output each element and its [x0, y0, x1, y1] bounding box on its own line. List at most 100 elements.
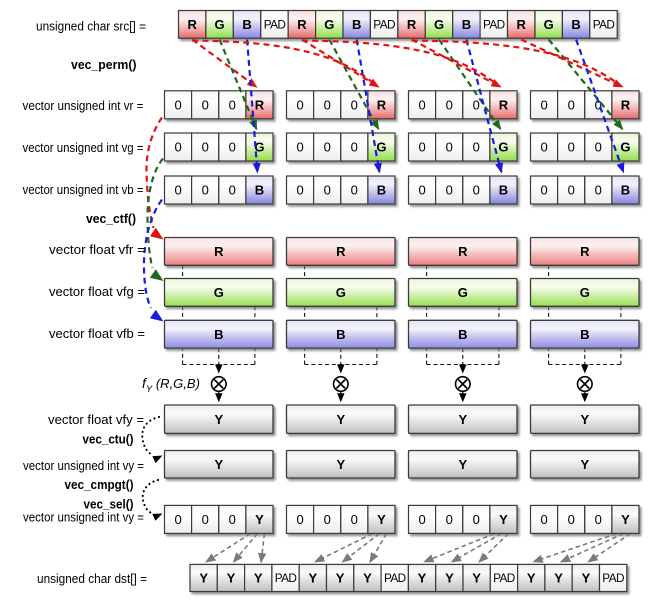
svg-text:0: 0 [324, 512, 331, 527]
svg-text:Y: Y [377, 512, 386, 527]
svg-text:PAD: PAD [373, 18, 395, 32]
svg-text:Y: Y [336, 571, 345, 586]
svg-text:Y: Y [227, 571, 236, 586]
svg-text:Y: Y [418, 571, 427, 586]
svg-text:vector float vfr =: vector float vfr = [49, 242, 145, 257]
svg-text:Y: Y [336, 457, 345, 472]
svg-text:G: G [324, 17, 334, 32]
svg-text:0: 0 [296, 512, 303, 527]
svg-text:Y: Y [199, 571, 208, 586]
svg-text:Y: Y [621, 512, 630, 527]
svg-text:G: G [434, 17, 444, 32]
svg-text:B: B [377, 183, 386, 198]
svg-text:0: 0 [473, 140, 480, 155]
svg-text:vector unsigned int vr =: vector unsigned int vr = [23, 98, 144, 113]
svg-text:PAD: PAD [264, 18, 286, 32]
svg-text:G: G [376, 140, 386, 155]
svg-text:B: B [255, 183, 264, 198]
svg-text:B: B [621, 183, 630, 198]
svg-text:R: R [377, 98, 387, 113]
svg-text:0: 0 [229, 512, 236, 527]
svg-text:vec_cmpgt(): vec_cmpgt() [65, 477, 134, 492]
svg-text:vec_ctf(): vec_ctf() [86, 211, 136, 226]
svg-text:G: G [215, 17, 225, 32]
svg-text:0: 0 [568, 183, 575, 198]
svg-text:0: 0 [174, 512, 181, 527]
svg-text:B: B [214, 327, 223, 342]
svg-text:0: 0 [202, 183, 209, 198]
svg-text:0: 0 [595, 97, 602, 112]
svg-text:0: 0 [568, 140, 575, 155]
svg-text:0: 0 [418, 140, 425, 155]
svg-text:0: 0 [595, 183, 602, 198]
svg-text:vector float vfb =: vector float vfb = [49, 326, 145, 341]
svg-text:0: 0 [473, 512, 480, 527]
svg-text:vector unsigned int vy =: vector unsigned int vy = [23, 458, 144, 473]
svg-text:0: 0 [473, 97, 480, 112]
svg-text:0: 0 [351, 512, 358, 527]
svg-text:G: G [544, 17, 554, 32]
svg-text:Y: Y [458, 457, 467, 472]
svg-text:R: R [188, 17, 198, 32]
svg-text:B: B [571, 17, 580, 32]
svg-text:0: 0 [418, 512, 425, 527]
svg-text:0: 0 [174, 140, 181, 155]
svg-text:R: R [214, 244, 224, 259]
svg-text:0: 0 [540, 183, 547, 198]
svg-text:0: 0 [568, 97, 575, 112]
svg-text:0: 0 [568, 512, 575, 527]
svg-text:0: 0 [446, 140, 453, 155]
svg-text:0: 0 [351, 97, 358, 112]
svg-text:0: 0 [202, 140, 209, 155]
svg-text:Y: Y [214, 457, 223, 472]
svg-text:0: 0 [351, 140, 358, 155]
svg-text:Y: Y [580, 412, 589, 427]
svg-text:fY (R,G,B): fY (R,G,B) [142, 375, 200, 395]
svg-text:0: 0 [540, 512, 547, 527]
svg-text:PAD: PAD [275, 571, 297, 585]
svg-text:R: R [255, 98, 265, 113]
svg-text:Y: Y [363, 571, 372, 586]
svg-text:0: 0 [229, 97, 236, 112]
svg-text:Y: Y [458, 412, 467, 427]
svg-text:Y: Y [445, 571, 454, 586]
svg-text:B: B [242, 17, 251, 32]
svg-text:PAD: PAD [384, 571, 406, 585]
svg-text:R: R [458, 244, 468, 259]
svg-text:0: 0 [324, 140, 331, 155]
svg-text:G: G [458, 285, 468, 300]
svg-text:0: 0 [174, 97, 181, 112]
svg-text:0: 0 [540, 140, 547, 155]
svg-text:B: B [580, 327, 589, 342]
svg-text:vec_sel(): vec_sel() [84, 496, 134, 511]
svg-text:G: G [336, 285, 346, 300]
svg-text:B: B [336, 327, 345, 342]
svg-text:R: R [407, 17, 417, 32]
svg-text:B: B [352, 17, 361, 32]
svg-text:vector float vfy =: vector float vfy = [48, 412, 144, 427]
svg-text:R: R [297, 17, 307, 32]
svg-text:0: 0 [418, 97, 425, 112]
svg-text:0: 0 [595, 140, 602, 155]
svg-text:PAD: PAD [483, 18, 505, 32]
svg-text:vec_perm(): vec_perm() [71, 57, 137, 72]
svg-text:Y: Y [308, 571, 317, 586]
svg-text:0: 0 [473, 183, 480, 198]
svg-text:0: 0 [446, 512, 453, 527]
svg-text:Y: Y [527, 571, 536, 586]
svg-text:0: 0 [351, 183, 358, 198]
svg-text:R: R [336, 244, 346, 259]
svg-text:G: G [254, 140, 264, 155]
svg-text:0: 0 [540, 97, 547, 112]
svg-text:Y: Y [580, 457, 589, 472]
svg-text:G: G [214, 285, 224, 300]
svg-text:unsigned char dst[] =: unsigned char dst[] = [37, 571, 147, 586]
svg-text:vec_ctu(): vec_ctu() [83, 432, 134, 447]
svg-text:0: 0 [324, 183, 331, 198]
svg-text:B: B [462, 17, 471, 32]
svg-text:0: 0 [296, 97, 303, 112]
svg-text:B: B [458, 327, 467, 342]
svg-text:Y: Y [554, 571, 563, 586]
svg-text:Y: Y [255, 512, 264, 527]
svg-text:Y: Y [499, 512, 508, 527]
